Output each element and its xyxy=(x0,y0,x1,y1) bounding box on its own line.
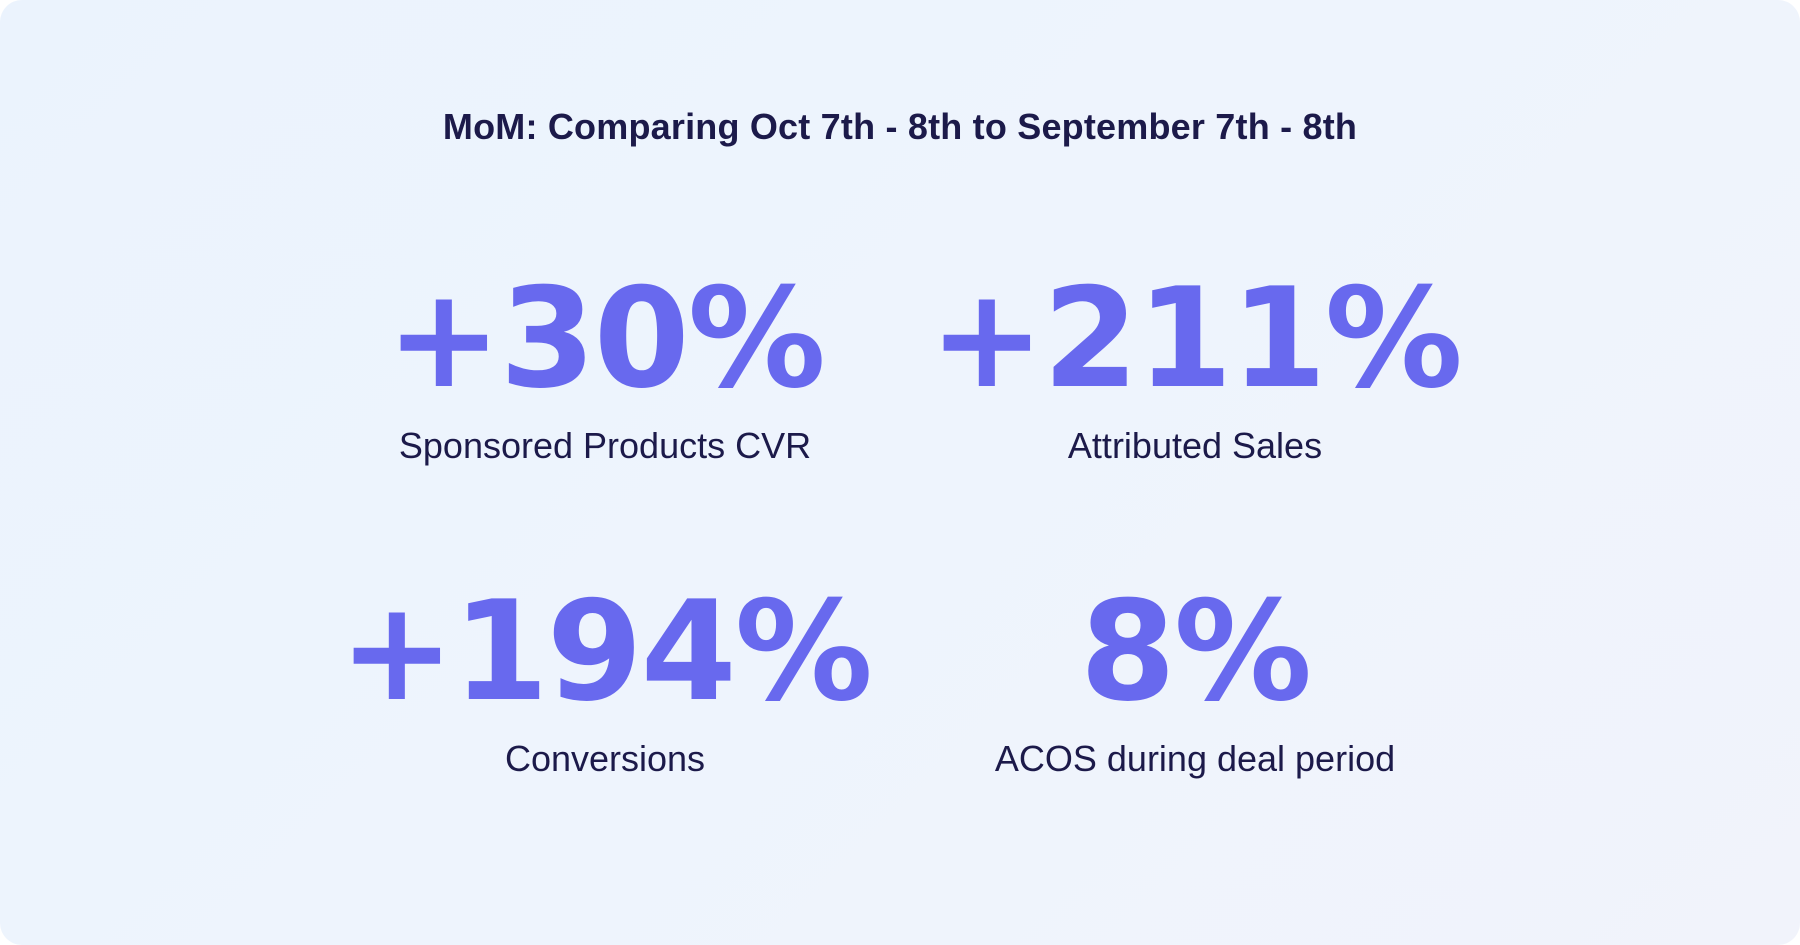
stat-conversions: +194% Conversions xyxy=(305,577,905,781)
stat-attributed-sales: +211% Attributed Sales xyxy=(895,264,1495,468)
page-title: MoM: Comparing Oct 7th - 8th to Septembe… xyxy=(442,106,1358,147)
stat-value: +30% xyxy=(386,258,826,419)
stat-label: Attributed Sales xyxy=(1067,425,1323,466)
stat-acos: 8% ACOS during deal period xyxy=(895,577,1495,781)
stat-label: ACOS during deal period xyxy=(994,738,1396,779)
stat-sponsored-products-cvr: +30% Sponsored Products CVR xyxy=(305,264,905,468)
stat-value: +211% xyxy=(929,258,1463,419)
stat-value: +194% xyxy=(339,571,873,732)
stat-label: Conversions xyxy=(504,738,706,779)
stat-value: 8% xyxy=(1079,571,1312,732)
stat-label: Sponsored Products CVR xyxy=(398,425,812,466)
